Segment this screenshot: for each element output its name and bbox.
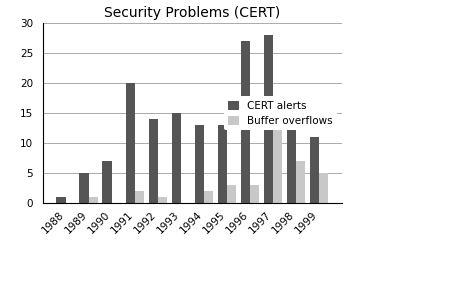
Bar [264, 35, 273, 203]
Title: Security Problems (CERT): Security Problems (CERT) [104, 6, 281, 20]
Bar [287, 125, 296, 203]
Bar [158, 197, 167, 203]
Bar [273, 113, 282, 203]
Bar [218, 125, 227, 203]
Bar [250, 185, 259, 203]
Bar [296, 161, 305, 203]
Bar [103, 161, 112, 203]
Bar [204, 191, 213, 203]
Bar [149, 119, 158, 203]
Bar [89, 197, 98, 203]
Bar [57, 197, 66, 203]
Bar [125, 83, 135, 203]
Bar [319, 173, 328, 203]
Bar [227, 185, 236, 203]
Bar [241, 41, 250, 203]
Bar [135, 191, 144, 203]
Legend: CERT alerts, Buffer overflows: CERT alerts, Buffer overflows [224, 96, 337, 130]
Bar [171, 113, 181, 203]
Bar [195, 125, 204, 203]
Bar [79, 173, 89, 203]
Bar [310, 137, 319, 203]
